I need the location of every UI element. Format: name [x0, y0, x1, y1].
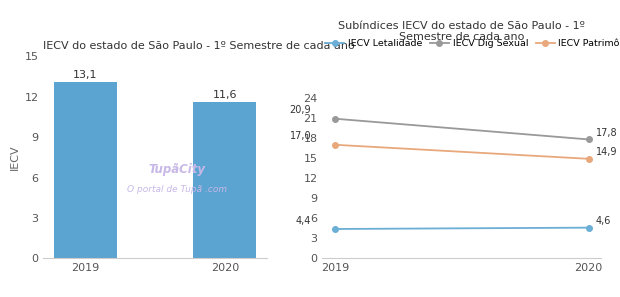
- Legend: IECV Letalidade, IECV Dig Sexual, IECV Patrimônio: IECV Letalidade, IECV Dig Sexual, IECV P…: [322, 35, 620, 52]
- Text: 17,0: 17,0: [290, 132, 311, 141]
- Text: TupãCity: TupãCity: [149, 163, 206, 176]
- Text: 14,9: 14,9: [596, 147, 617, 157]
- Text: O portal de Tupã .com: O portal de Tupã .com: [127, 185, 228, 194]
- Text: 4,6: 4,6: [596, 216, 611, 226]
- Bar: [193, 102, 257, 258]
- Text: 4,4: 4,4: [296, 216, 311, 226]
- Y-axis label: IECV: IECV: [11, 145, 20, 170]
- Text: Subíndices IECV do estado de São Paulo - 1º
Semestre de cada ano: Subíndices IECV do estado de São Paulo -…: [339, 21, 585, 42]
- Text: 11,6: 11,6: [213, 90, 237, 100]
- Bar: [53, 82, 117, 258]
- Text: 17,8: 17,8: [596, 128, 618, 138]
- Text: 20,9: 20,9: [290, 105, 311, 116]
- Text: 13,1: 13,1: [73, 70, 97, 80]
- Text: IECV do estado de São Paulo - 1º Semestre de cada ano: IECV do estado de São Paulo - 1º Semestr…: [43, 42, 355, 51]
